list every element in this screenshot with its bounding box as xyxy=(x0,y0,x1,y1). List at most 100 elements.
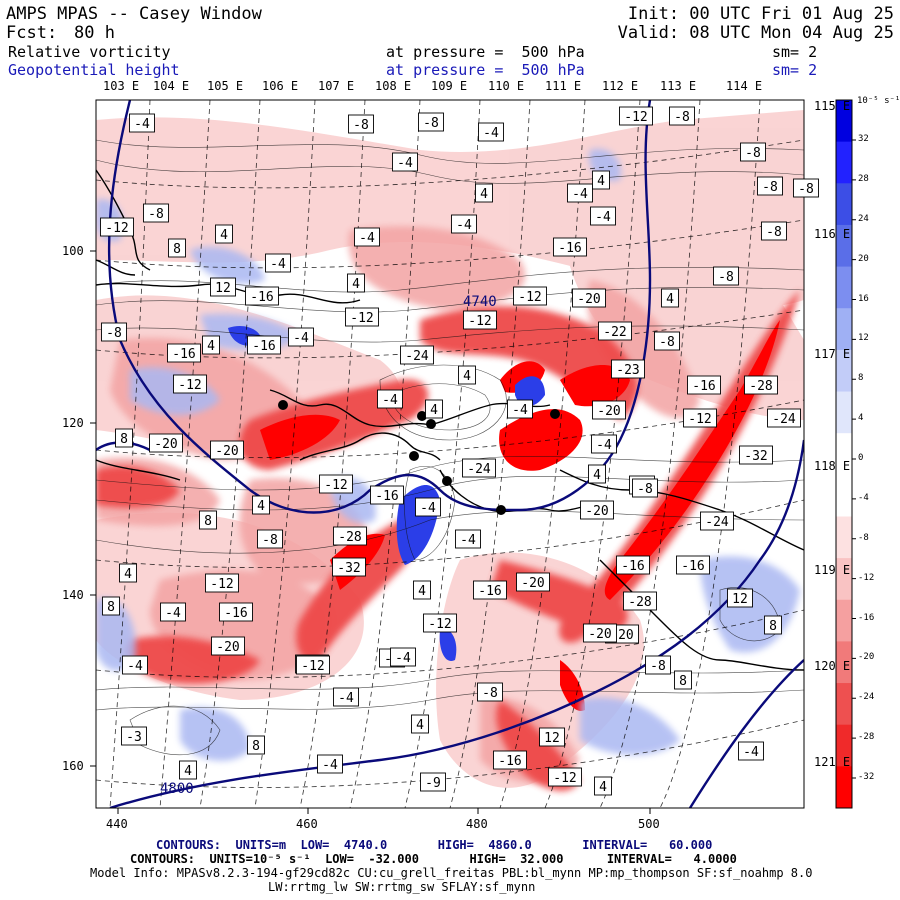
contour-value-text: -8 xyxy=(262,533,278,548)
field1-level: at pressure = 500 hPa xyxy=(386,43,585,61)
contour-value-label: -4 xyxy=(415,497,441,517)
contour-value-label: 12 xyxy=(210,277,236,297)
colorbar-segment xyxy=(836,308,852,351)
contour-value-label: 4 xyxy=(411,714,429,734)
contour-value-text: -8 xyxy=(766,225,782,240)
contour-value-label: -16 xyxy=(167,343,201,363)
contour-value-text: -24 xyxy=(772,412,796,427)
contour-value-text: -8 xyxy=(637,482,653,497)
contour-value-label: -4 xyxy=(590,206,616,226)
contour-value-label: -20 xyxy=(583,623,617,643)
contour-value-label: -32 xyxy=(332,557,366,577)
contour-value-text: -4 xyxy=(395,651,411,666)
contour-value-text: 12 xyxy=(732,592,748,607)
contour-value-label: 4 xyxy=(425,399,443,419)
contour-value-label: -9 xyxy=(420,772,446,792)
x-tick-480: 480 xyxy=(466,817,488,831)
top-lon-label: 104 E xyxy=(153,79,190,93)
footer-contour-height: CONTOURS: UNITS=m LOW= 4740.0 HIGH= 4860… xyxy=(156,838,713,852)
contour-value-text: -8 xyxy=(650,659,666,674)
contour-value-label: -12 xyxy=(423,613,457,633)
contour-value-label: 4 xyxy=(202,335,220,355)
contour-value-text: 4 xyxy=(124,567,132,582)
contour-value-text: -16 xyxy=(252,339,275,354)
contour-value-text: 4 xyxy=(480,187,488,202)
contour-value-text: -16 xyxy=(498,754,521,769)
colorbar-label: -12 xyxy=(858,572,875,583)
contour-value-label: -4 xyxy=(451,214,477,234)
colorbar-label: -20 xyxy=(858,652,875,663)
contour-value-label: -12 xyxy=(319,474,353,494)
colorbar-segment xyxy=(836,724,852,767)
contour-value-label: -8 xyxy=(348,114,374,134)
contour-label-layer: -8 -8 -4 -12 -8 -4 4 -8 -4 -4 4 -8 -8 4 -4 -8 -4 -4 -16 -12… xyxy=(100,106,819,796)
contour-value-label: -28 xyxy=(623,591,657,611)
right-lon-label: 119 E xyxy=(814,563,851,577)
contour-value-label: 4 xyxy=(661,288,679,308)
contour-value-label: -24 xyxy=(767,408,801,428)
contour-value-label: 4 xyxy=(119,563,137,583)
contour-value-label: -4 xyxy=(265,253,291,273)
x-tick-440: 440 xyxy=(106,817,128,831)
contour-value-label: -16 xyxy=(245,286,279,306)
field1-name: Relative vorticity xyxy=(8,43,171,61)
plot-border xyxy=(95,99,805,809)
contour-value-label: -4 xyxy=(591,434,617,454)
contour-value-label: -16 xyxy=(247,335,281,355)
colorbar-label: -4 xyxy=(858,492,869,503)
contour-value-label: -24 xyxy=(462,458,496,478)
contour-value-label: -8 xyxy=(477,682,503,702)
contour-value-text: -4 xyxy=(270,257,286,272)
contour-value-label: 8 xyxy=(168,238,186,258)
contour-value-label: -8 xyxy=(793,178,819,198)
contour-value-text: -20 xyxy=(215,444,238,459)
contour-value-label: 12 xyxy=(539,727,565,747)
contour-value-label: -4 xyxy=(354,227,380,247)
contour-value-label: -16 xyxy=(676,555,710,575)
contour-value-text: -28 xyxy=(628,595,651,610)
colorbar-label: 20 xyxy=(858,253,869,264)
top-lon-label: 106 E xyxy=(262,79,299,93)
contour-value-text: 8 xyxy=(120,432,128,447)
colorbar-segment xyxy=(836,183,852,226)
contour-value-label: -12 xyxy=(173,374,207,394)
contour-value-label: 4 xyxy=(347,273,365,293)
contour-value-label: -22 xyxy=(598,321,632,341)
right-lon-label: 121 E xyxy=(814,755,851,769)
top-lon-label: 107 E xyxy=(318,79,355,93)
contour-value-label: -8 xyxy=(632,478,658,498)
contour-value-text: -23 xyxy=(616,363,639,378)
contour-value-text: 8 xyxy=(107,600,115,615)
contour-value-label: -8 xyxy=(757,176,783,196)
contour-value-label: -20 xyxy=(592,400,626,420)
contour-value-text: 4 xyxy=(257,499,265,514)
colorbar-label: -28 xyxy=(858,732,875,743)
contour-value-text: -8 xyxy=(423,116,439,131)
contour-value-text: -8 xyxy=(659,335,675,350)
contour-value-text: 8 xyxy=(769,619,777,634)
contour-value-label: -4 xyxy=(390,647,416,667)
contour-value-label: -16 xyxy=(493,750,527,770)
contour-value-text: -12 xyxy=(468,314,491,329)
contour-value-text: -20 xyxy=(216,640,239,655)
colorbar-label: 12 xyxy=(858,333,869,344)
y-tick-160: 160 xyxy=(62,759,84,773)
contour-value-text: -8 xyxy=(745,146,761,161)
contour-value-text: -8 xyxy=(106,326,122,341)
contour-value-label: -12 xyxy=(513,286,547,306)
contour-value-text: -4 xyxy=(338,691,354,706)
contour-value-label: 4 xyxy=(215,224,233,244)
contour-value-label: -12 xyxy=(463,310,497,330)
contour-value-label: 8 xyxy=(102,596,120,616)
contour-value-label: -23 xyxy=(611,359,645,379)
contour-value-text: -20 xyxy=(521,576,544,591)
contour-value-text: -4 xyxy=(382,393,398,408)
contour-value-text: -12 xyxy=(350,311,373,326)
contour-value-text: 4 xyxy=(184,764,192,779)
colorbar-segment xyxy=(836,224,852,268)
contour-value-text: -16 xyxy=(692,379,715,394)
colorbar xyxy=(836,100,852,809)
top-lon-label: 103 E xyxy=(103,79,140,93)
contour-value-text: -20 xyxy=(588,627,611,642)
contour-value-label: -4 xyxy=(738,741,764,761)
